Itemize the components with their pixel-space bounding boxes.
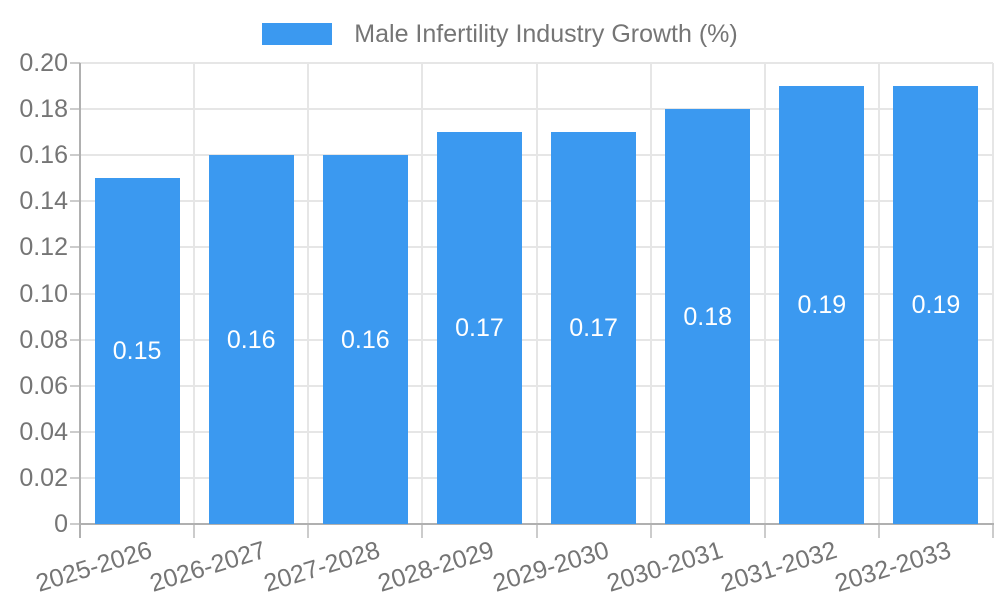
x-tick xyxy=(649,524,652,538)
bar[interactable] xyxy=(779,86,865,524)
x-tick xyxy=(535,524,538,538)
y-tick xyxy=(70,292,80,295)
x-tick xyxy=(421,524,424,538)
y-axis-label: 0.16 xyxy=(19,141,68,170)
y-axis-label: 0.18 xyxy=(19,95,68,124)
gridline-h xyxy=(80,108,993,111)
bar-value-label: 0.18 xyxy=(683,302,733,331)
y-axis-label: 0.02 xyxy=(19,463,68,492)
bar-value-label: 0.17 xyxy=(455,314,504,343)
x-tick xyxy=(763,524,766,538)
x-axis-line xyxy=(79,523,994,525)
x-tick xyxy=(877,524,880,538)
bar-value-label: 0.15 xyxy=(112,337,162,366)
gridline-v xyxy=(992,63,994,524)
bar[interactable] xyxy=(436,132,522,524)
y-tick xyxy=(70,246,80,249)
y-axis-label: 0 xyxy=(54,510,68,538)
gridline-h xyxy=(80,476,993,479)
y-axis-label: 0.10 xyxy=(19,279,68,308)
legend-swatch xyxy=(262,23,333,45)
bar[interactable] xyxy=(551,132,637,524)
bar[interactable] xyxy=(665,109,751,524)
bar-value-label: 0.17 xyxy=(569,314,618,343)
legend-label: Male Infertility Industry Growth (%) xyxy=(354,20,738,48)
bar[interactable] xyxy=(893,86,979,524)
gridline-h xyxy=(80,430,993,433)
legend[interactable]: Male Infertility Industry Growth (%) xyxy=(0,20,1000,48)
gridline-h xyxy=(80,338,993,341)
y-tick xyxy=(70,200,80,203)
y-axis-label: 0.12 xyxy=(19,233,68,262)
gridline-h xyxy=(80,246,993,249)
bar-value-label: 0.19 xyxy=(797,291,847,320)
bar-value-label: 0.16 xyxy=(340,325,390,354)
y-tick xyxy=(70,384,80,387)
x-tick xyxy=(992,524,994,538)
x-tick xyxy=(193,524,196,538)
y-tick xyxy=(70,62,80,64)
bar[interactable] xyxy=(322,155,408,524)
y-axis-label: 0.04 xyxy=(19,417,68,446)
bar[interactable] xyxy=(94,178,180,524)
y-axis-label: 0.14 xyxy=(19,187,68,216)
y-tick xyxy=(70,430,80,433)
y-axis-line xyxy=(79,63,81,538)
bar-value-label: 0.16 xyxy=(226,325,276,354)
y-tick xyxy=(70,523,80,525)
gridline-h xyxy=(80,154,993,157)
y-axis-label: 0.06 xyxy=(19,371,68,400)
y-tick xyxy=(70,108,80,111)
y-axis-label: 0.20 xyxy=(19,49,68,77)
gridline-h xyxy=(80,384,993,387)
y-tick xyxy=(70,338,80,341)
bar[interactable] xyxy=(208,155,294,524)
x-tick xyxy=(307,524,310,538)
gridline-h xyxy=(80,62,993,64)
y-axis-label: 0.08 xyxy=(19,325,68,354)
bar-value-label: 0.19 xyxy=(911,291,961,320)
y-tick xyxy=(70,154,80,157)
gridline-h xyxy=(80,292,993,295)
gridline-h xyxy=(80,200,993,203)
y-tick xyxy=(70,476,80,479)
